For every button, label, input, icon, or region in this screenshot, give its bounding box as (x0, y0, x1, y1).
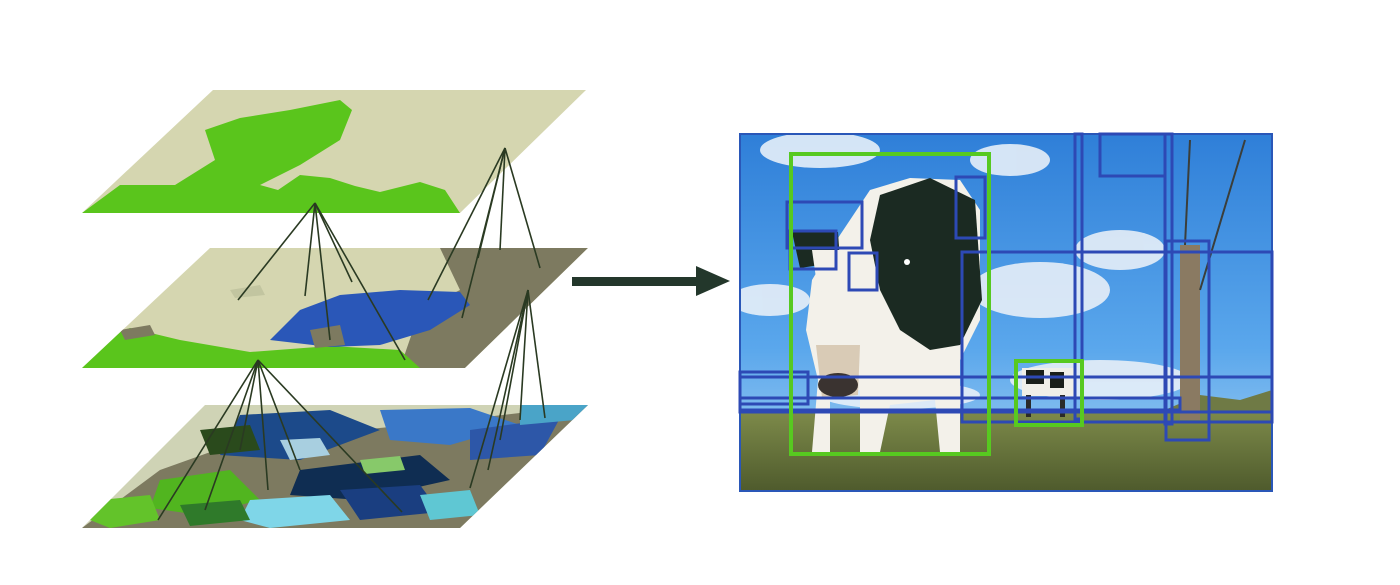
proposal-box (1073, 132, 1084, 421)
bottom-layer (82, 405, 588, 528)
proposal-box (1014, 359, 1084, 427)
middle-layer (82, 248, 588, 368)
region-proposals-blue (738, 132, 1274, 492)
proposal-box (960, 250, 1274, 424)
proposal-box (789, 152, 991, 456)
cow-photo (738, 132, 1274, 492)
region-proposals-green (789, 152, 1084, 456)
right-arrow (572, 266, 730, 296)
proposal-box (1164, 239, 1211, 442)
proposal-box (785, 200, 864, 250)
layer-connection-lines (157, 147, 546, 521)
proposal-box (847, 251, 879, 292)
proposal-box (738, 375, 1274, 414)
proposal-box (954, 175, 987, 240)
proposal-box (738, 396, 1182, 412)
top-layer (82, 90, 586, 213)
